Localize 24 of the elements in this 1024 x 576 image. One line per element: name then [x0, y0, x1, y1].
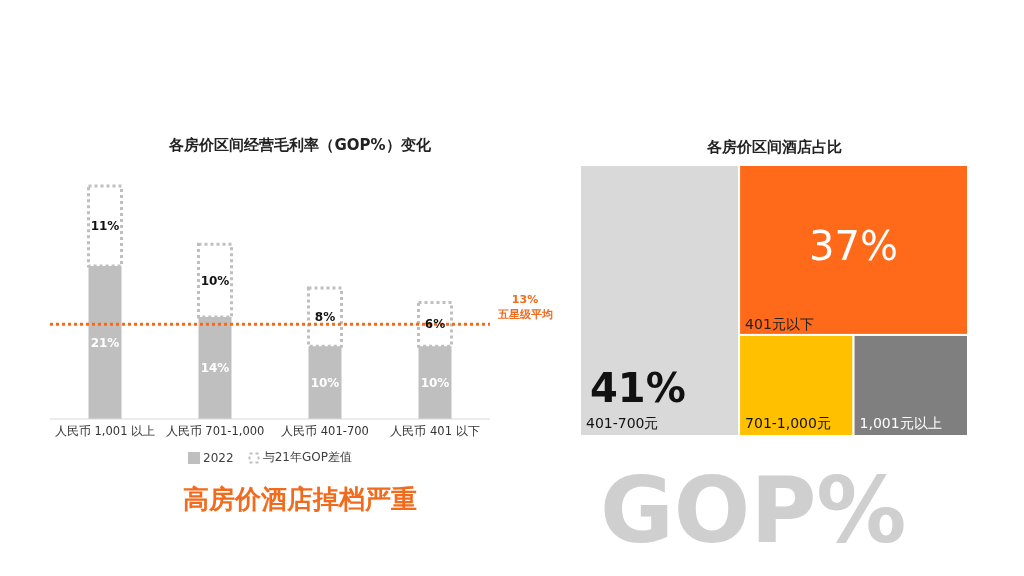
data-label: 14% [200, 361, 230, 376]
category-label: 701-1,000元 [745, 415, 831, 431]
category-label: 401-700元 [586, 415, 659, 431]
x-tick-label: 人民币 401 以下 [390, 424, 480, 439]
data-label: 10% [200, 273, 230, 288]
data-label: 6% [424, 317, 446, 332]
data-label: 37% [809, 222, 898, 269]
data-label: 8% [314, 310, 336, 325]
chart-title: 各房价区间经营毛利率（GOP%）变化 [168, 136, 432, 156]
data-label: 10% [310, 375, 340, 390]
x-tick-label: 人民币 701-1,000 [165, 424, 265, 439]
text: 高房价酒店掉档严重 [182, 483, 418, 516]
x-tick-label: 人民币 1,001 以上 [54, 424, 156, 439]
data-label: 10% [420, 375, 450, 390]
x-tick-label: 人民币 401-700 [281, 424, 369, 439]
text: 各房价区间酒店占比 [705, 138, 843, 158]
data-label: 21% [90, 335, 120, 350]
ref-line-label: 13% 五星级平均 [496, 293, 553, 322]
data-label: 11% [90, 219, 120, 234]
legend-label: 与21年GOP差值 [262, 449, 352, 466]
legend-label: 2022 [203, 450, 234, 465]
category-label: 1,001元以上 [859, 415, 942, 431]
data-label: 41% [590, 365, 686, 411]
category-label: 401元以下 [745, 315, 814, 332]
